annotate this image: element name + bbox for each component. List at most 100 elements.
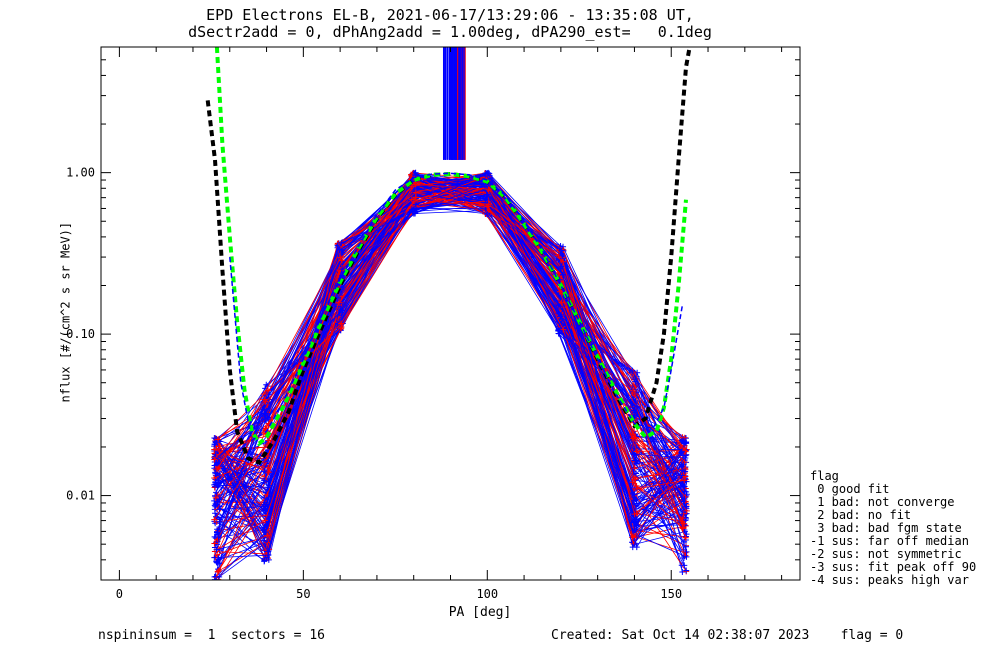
sample-trace [214,199,686,580]
fit-curve-blue [229,172,684,442]
sample-point [682,534,689,541]
legend-entry: 1 bad: not converge [810,495,955,509]
legend-entry: -3 sus: fit peak off 90 [810,560,977,574]
sample-point [216,518,223,525]
sample-point [216,506,223,513]
sample-point [680,461,687,468]
sample-point [681,483,688,490]
sample-point [629,435,636,442]
legend-entry: 2 bad: no fit [810,508,912,522]
sample-point [482,196,489,203]
sample-point [559,252,566,259]
sample-point [265,469,272,476]
sample-point [559,271,566,278]
sample-point [683,553,690,560]
sample-point [558,299,565,306]
chart-subtitle: dSectr2add = 0, dPhAng2add = 1.00deg, dP… [188,23,712,41]
sample-point [482,171,489,178]
sample-point [264,453,271,460]
sample-point [338,307,345,314]
sample-point [213,465,220,472]
sample-point [213,481,220,488]
sample-point [336,299,343,306]
sample-point [560,326,567,333]
sample-point [681,538,688,545]
sample-point [265,437,272,444]
x-tick-label: 50 [296,587,310,601]
sample-point [412,169,419,176]
sample-point [679,472,686,479]
sample-point [262,398,269,405]
sample-point [633,448,640,455]
sample-point [634,485,641,492]
sample-trace [214,176,686,548]
sample-point [629,544,636,551]
sample-point [483,191,490,198]
sample-point [682,543,689,550]
sample-point [680,452,687,459]
sample-point [265,548,272,555]
sample-point [211,540,218,547]
sample-point [338,320,345,327]
sample-point [683,567,690,574]
sample-point [336,246,343,253]
sample-point [213,551,220,558]
sample-point [211,465,218,472]
sample-point [632,519,639,526]
sample-point [262,517,269,524]
sample-trace [218,175,687,552]
sample-trace [213,183,683,529]
sample-point [339,266,346,273]
sample-point [212,494,219,501]
legend-entry: 3 bad: bad fgm state [810,521,962,535]
sample-point [485,201,492,208]
legend-entry: -1 sus: far off median [810,534,969,548]
sample-point [630,451,637,458]
legend-entry: 0 good fit [810,482,890,496]
sample-point [261,477,268,484]
sample-point [679,515,686,522]
sample-point [262,506,269,513]
sample-point [558,247,565,254]
sample-point [213,559,220,566]
sample-point [485,186,492,193]
sample-point [216,573,223,580]
sample-point [633,403,640,410]
sample-point [215,436,222,443]
footer-created-info: Created: Sat Oct 14 02:38:07 2023 flag =… [551,628,904,643]
sample-point [560,258,567,265]
sample-trace [214,196,686,515]
legend-entry: -4 sus: peaks high var [810,573,969,587]
sample-point [630,388,637,395]
sample-point [682,514,689,521]
x-tick-label: 100 [476,587,498,601]
sample-point [681,477,688,484]
sample-point [261,468,268,475]
sample-trace [216,183,686,551]
sample-point [412,194,419,201]
chart-title: EPD Electrons EL-B, 2021-06-17/13:29:06 … [206,6,694,24]
sample-point [555,327,562,334]
sample-trace [218,175,687,578]
sample-point [338,257,345,264]
legend-entry: -2 sus: not symmetric [810,547,962,561]
x-tick-label: 0 [116,587,123,601]
sample-trace [216,198,685,490]
sample-point [678,437,685,444]
sample-point [683,488,690,495]
sample-point [264,415,271,422]
sample-point [679,509,686,516]
sample-point [263,539,270,546]
fit-curve-green [214,47,688,447]
legend-title: flag [810,469,839,483]
sample-point [629,368,636,375]
y-tick-label: 0.01 [66,489,95,503]
sample-point [631,465,638,472]
sample-point [556,288,563,295]
flag-legend: flag 0 good fit 1 bad: not converge 2 ba… [810,470,976,587]
sample-point [338,239,345,246]
sample-point [683,439,690,446]
sample-point [215,482,222,489]
sample-point [215,554,222,561]
